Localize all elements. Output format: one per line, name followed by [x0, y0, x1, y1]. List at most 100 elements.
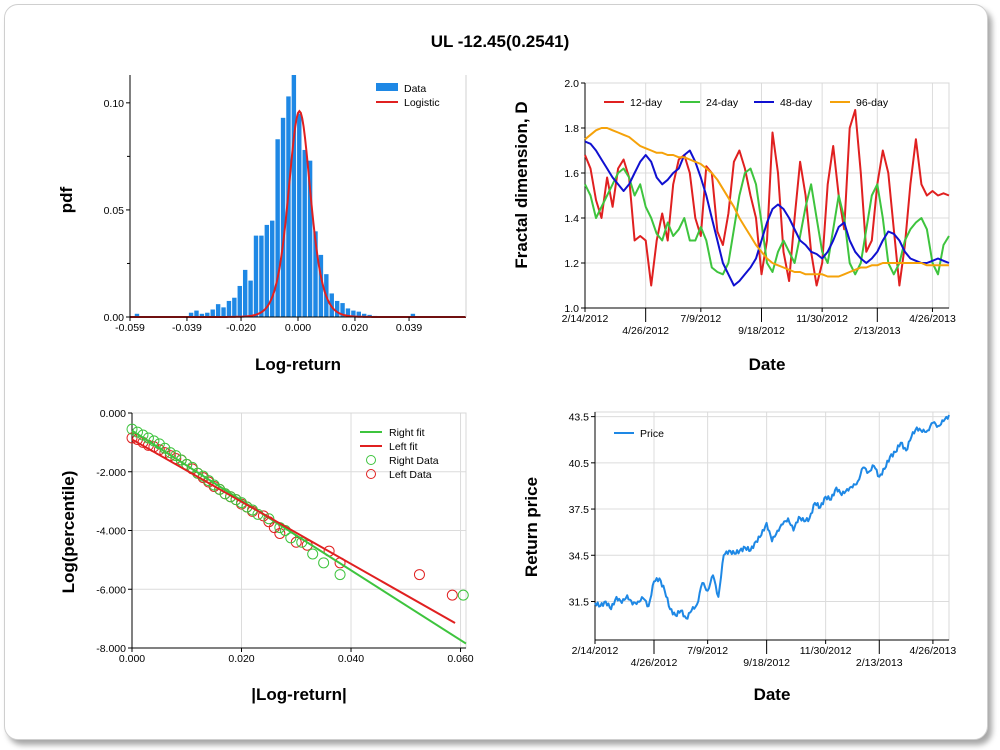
x-axis-title: Log-return — [255, 355, 341, 374]
y-tick-label: 43.5 — [569, 412, 590, 424]
series-line-48-day — [584, 140, 950, 287]
x-tick-label: 9/18/2012 — [738, 325, 785, 337]
x-axis-title: Date — [754, 685, 791, 704]
y-tick-label: -2.000 — [96, 467, 126, 479]
histogram-bar — [291, 75, 297, 317]
histogram-bar — [270, 220, 275, 317]
histogram-bar — [232, 297, 237, 317]
histogram-bar — [302, 149, 307, 317]
histogram-bar — [194, 310, 199, 317]
histogram-bar — [226, 300, 232, 317]
legend-label: 24-day — [706, 97, 739, 109]
x-tick-label: 0.040 — [338, 653, 364, 665]
histogram-bar — [264, 224, 270, 317]
x-tick-label: -0.039 — [172, 322, 202, 334]
fit-line-left-fit — [131, 438, 456, 624]
histogram-bar — [318, 254, 324, 317]
x-tick-label: 0.020 — [228, 653, 254, 665]
fit-line-right-fit — [131, 429, 467, 645]
scatter-point-right-data — [126, 423, 138, 435]
scatter-point-right-data — [457, 589, 469, 601]
scatter-point-left-data — [413, 569, 425, 581]
legend-label: Logistic — [404, 97, 440, 109]
y-axis-title: Log(percentile) — [59, 471, 78, 594]
y-tick-label: 2.0 — [564, 78, 579, 90]
histogram-bar — [221, 307, 226, 317]
x-tick-label: 4/26/2012 — [631, 657, 678, 669]
legend-label: Data — [404, 83, 426, 95]
histogram-bar — [205, 312, 210, 317]
histogram-bar — [280, 117, 286, 318]
scatter-point-left-data — [446, 589, 458, 601]
histogram-bar — [253, 235, 259, 317]
y-tick-label: 31.5 — [569, 596, 590, 608]
scatter-point-left-data — [290, 536, 302, 548]
y-tick-label: 1.6 — [564, 168, 579, 180]
price-line — [594, 414, 950, 620]
x-tick-label: 0.000 — [285, 322, 311, 334]
histogram-chart: 0.00 0.05 0.10 -0.059 -0.039 -0.020 0.000 0.020… — [57, 75, 467, 374]
scatter-point-right-data — [263, 513, 275, 525]
histogram-bar — [334, 300, 340, 317]
x-axis-title: |Log-return| — [251, 685, 346, 704]
histogram-bar — [248, 280, 253, 317]
y-tick-label: -8.000 — [96, 643, 126, 655]
histogram-bar — [275, 139, 280, 317]
y-axis-title: Fractal dimension, D — [512, 101, 531, 268]
histogram-bar — [307, 160, 313, 317]
series-line-96-day — [584, 127, 949, 278]
x-tick-label: 4/26/2013 — [910, 645, 957, 657]
histogram-bar — [410, 313, 416, 317]
legend-label: Left Data — [389, 469, 432, 481]
histogram-bar — [210, 309, 215, 317]
histogram-bar — [242, 269, 248, 317]
legend-label: Price — [640, 428, 664, 440]
histogram-bar — [340, 303, 345, 317]
histogram-bar — [215, 304, 221, 317]
histogram-bar — [259, 235, 264, 317]
y-tick-label: 0.10 — [104, 98, 125, 110]
legend-swatch-data — [366, 469, 376, 479]
y-tick-label: 40.5 — [569, 458, 590, 470]
x-tick-label: 0.060 — [447, 653, 473, 665]
histogram-bar — [351, 310, 356, 317]
histogram-bar — [199, 313, 205, 317]
tail-distribution-chart: -8.000 -6.000 -4.000 -2.000 0.000 0.000 0.020 0… — [59, 408, 474, 704]
x-tick-label: 4/26/2013 — [909, 313, 956, 325]
y-tick-label: -4.000 — [96, 526, 126, 538]
scatter-point-right-data — [307, 548, 319, 560]
legend-label: 96-day — [856, 97, 889, 109]
y-tick-label: 0.000 — [100, 408, 126, 420]
x-tick-label: 2/14/2012 — [562, 313, 609, 325]
x-tick-label: 2/14/2012 — [572, 645, 619, 657]
legend-label: Left fit — [389, 441, 418, 453]
histogram-bar — [345, 308, 351, 317]
y-axis-title: pdf — [57, 186, 76, 213]
histogram-bar — [297, 113, 302, 317]
x-tick-label: 9/18/2012 — [743, 657, 790, 669]
x-axis-title: Date — [749, 355, 786, 374]
scatter-point-left-data — [274, 527, 286, 539]
figure-title: UL -12.45(0.2541) — [430, 32, 570, 51]
y-tick-label: 1.0 — [564, 303, 579, 315]
scatter-point-right-data — [318, 557, 330, 569]
scatter-point-left-data — [126, 432, 138, 444]
histogram-bar — [286, 96, 291, 318]
histogram-bar — [356, 311, 361, 317]
return-price-chart: 31.5 34.5 37.5 40.5 43.5 2/14/2012 4/26/2012 7/… — [522, 411, 957, 704]
x-tick-label: 2/13/2013 — [856, 657, 903, 669]
y-tick-label: 34.5 — [569, 550, 590, 562]
x-tick-label: 2/13/2013 — [854, 325, 901, 337]
histogram-bar — [134, 313, 140, 317]
histogram-bar — [188, 312, 194, 317]
histogram-bar — [237, 285, 242, 317]
histogram-bar — [313, 231, 318, 317]
series-line-12-day — [584, 109, 950, 287]
y-tick-label: -6.000 — [96, 584, 126, 596]
legend-label: Right Data — [389, 455, 439, 467]
x-tick-label: 0.020 — [342, 322, 368, 334]
scatter-point-right-data — [208, 479, 220, 491]
y-tick-label: 0.05 — [104, 205, 125, 217]
legend-swatch-data — [376, 83, 398, 91]
